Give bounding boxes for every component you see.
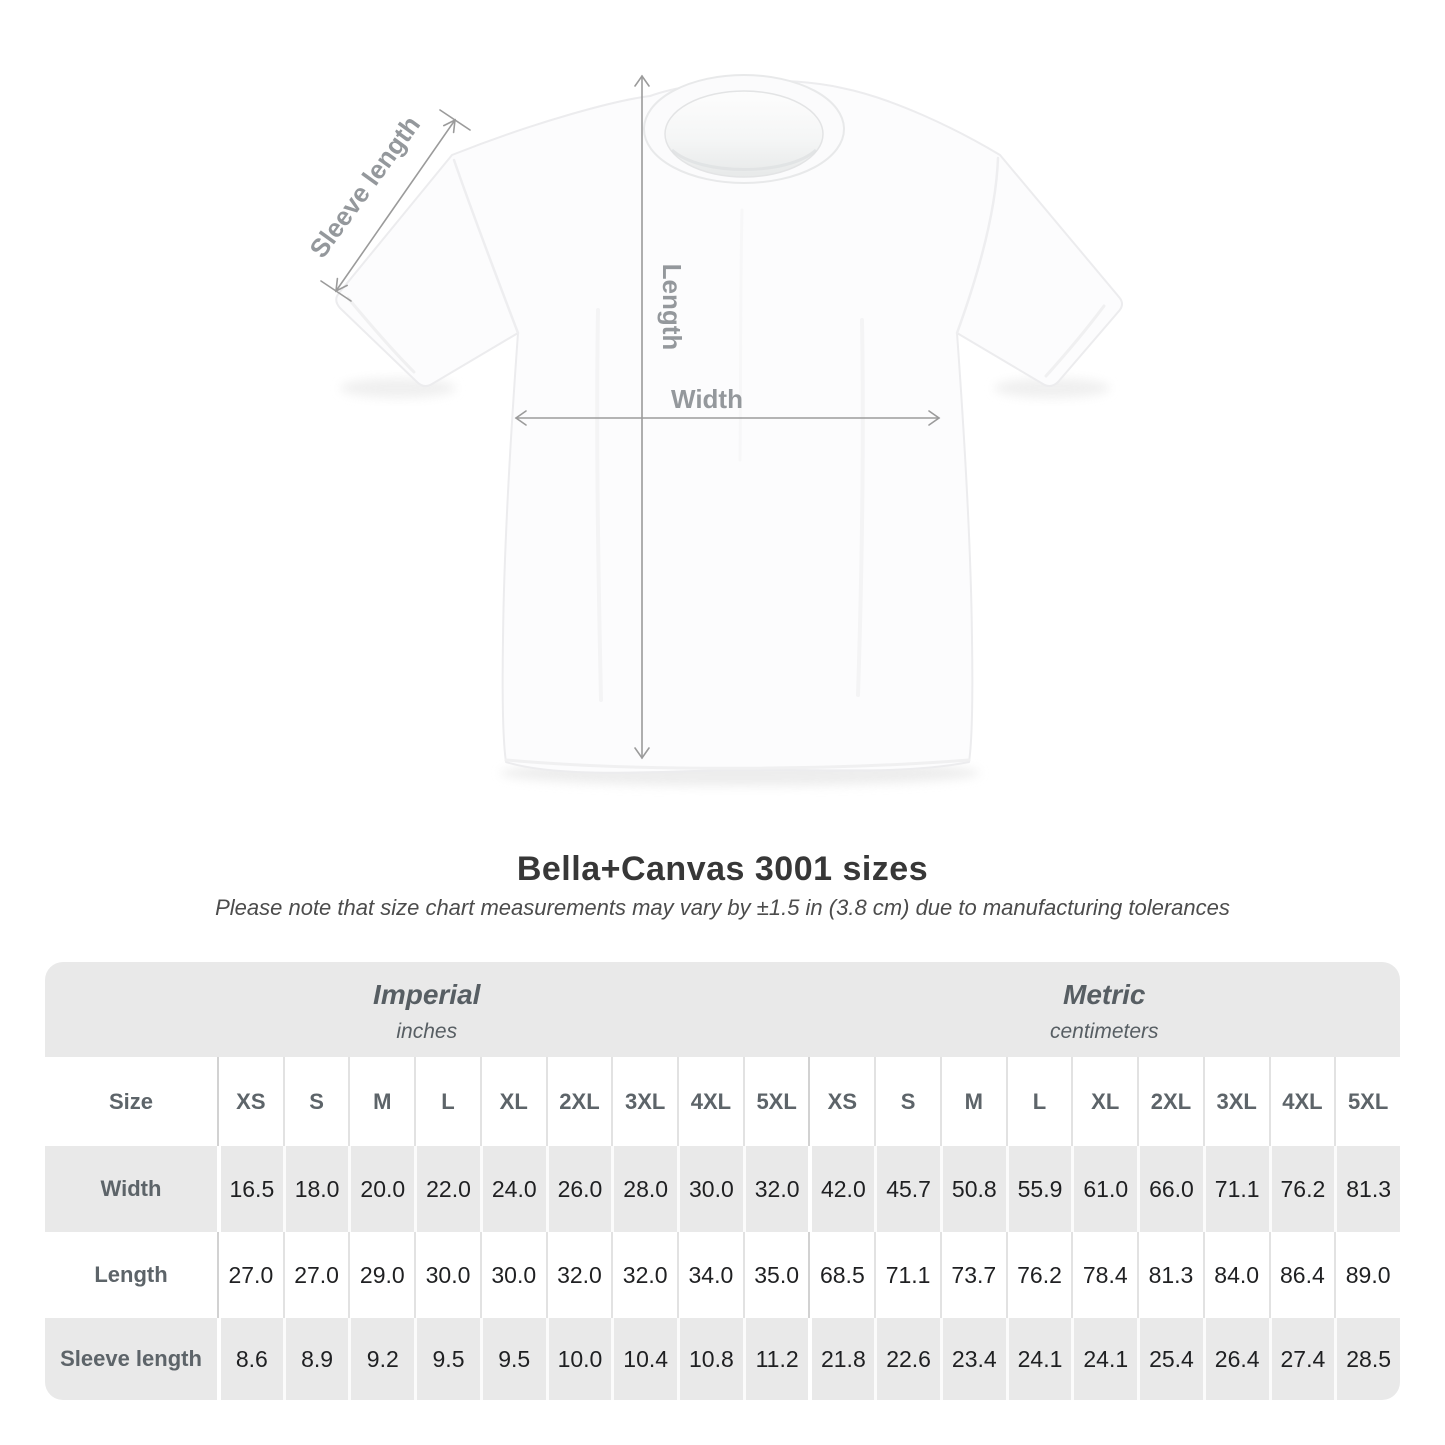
size-header-cell: XS	[217, 1057, 283, 1146]
size-header-cell: 5XL	[1334, 1057, 1400, 1146]
value-cell: 20.0	[348, 1146, 414, 1232]
value-cell: 71.1	[874, 1232, 940, 1318]
value-cell: 71.1	[1202, 1146, 1269, 1232]
value-cell: 10.4	[611, 1318, 677, 1400]
length-arrow	[634, 74, 650, 760]
row-label: Sleeve length	[60, 1346, 202, 1371]
value-cell: 81.3	[1137, 1232, 1203, 1318]
imperial-unit: inches	[396, 1020, 458, 1043]
size-header-cell: S	[282, 1057, 349, 1146]
row-label: Width	[100, 1176, 162, 1201]
value-cell: 27.0	[217, 1232, 283, 1318]
value-cell: 29.0	[348, 1232, 414, 1318]
value-cell: 23.4	[939, 1318, 1006, 1400]
value-cell: 32.0	[611, 1232, 677, 1318]
value-cell: 8.6	[217, 1318, 283, 1400]
imperial-header: Imperial inches	[45, 962, 809, 1057]
row-label: Length	[94, 1262, 168, 1287]
value-cell: 50.8	[939, 1146, 1006, 1232]
sizes-header-row: Size XS S M L XL 2XL 3XL 4XL 5XL XS S M …	[45, 1057, 1400, 1146]
size-header-cell: 3XL	[611, 1057, 677, 1146]
size-header-cell: S	[874, 1057, 940, 1146]
value-cell: 10.0	[545, 1318, 612, 1400]
sleeve-length-arrow	[320, 109, 471, 302]
size-header-cell: XL	[1071, 1057, 1137, 1146]
value-cell: 25.4	[1137, 1318, 1203, 1400]
size-header-cell: 3XL	[1202, 1057, 1269, 1146]
metric-header: Metric centimeters	[809, 962, 1401, 1057]
value-cell: 28.0	[611, 1146, 677, 1232]
value-cell: 73.7	[939, 1232, 1006, 1318]
unit-header-row: Imperial inches Metric centimeters	[45, 962, 1400, 1057]
value-cell: 8.9	[282, 1318, 349, 1400]
metric-unit: centimeters	[1049, 1020, 1159, 1043]
imperial-title: Imperial	[373, 979, 481, 1010]
value-cell: 32.0	[742, 1146, 809, 1232]
value-cell: 61.0	[1071, 1146, 1137, 1232]
value-cell: 24.1	[1005, 1318, 1072, 1400]
value-cell: 30.0	[677, 1146, 743, 1232]
value-cell: 28.5	[1334, 1318, 1400, 1400]
size-header-cell: XS	[808, 1057, 874, 1146]
metric-title: Metric	[1063, 979, 1146, 1010]
value-cell: 84.0	[1202, 1232, 1269, 1318]
size-header-cell: M	[348, 1057, 414, 1146]
value-cell: 30.0	[414, 1232, 480, 1318]
size-header-cell: 4XL	[677, 1057, 743, 1146]
value-cell: 9.5	[479, 1318, 546, 1400]
table-row-sleeve-length: Sleeve length 8.6 8.9 9.2 9.5 9.5 10.0 1…	[45, 1318, 1400, 1400]
size-header-cell: L	[1005, 1057, 1072, 1146]
tshirt-measurement-diagram: Width Length Sleeve length	[303, 74, 1123, 786]
size-header-cell: 4XL	[1268, 1057, 1335, 1146]
collar	[643, 74, 845, 184]
size-column-header: Size	[108, 1088, 154, 1114]
size-header-cell: L	[414, 1057, 480, 1146]
value-cell: 27.4	[1268, 1318, 1335, 1400]
value-cell: 26.4	[1202, 1318, 1269, 1400]
value-cell: 32.0	[545, 1232, 612, 1318]
value-cell: 81.3	[1334, 1146, 1400, 1232]
value-cell: 27.0	[282, 1232, 349, 1318]
value-cell: 22.6	[874, 1318, 940, 1400]
value-cell: 89.0	[1334, 1232, 1400, 1318]
tshirt-image	[335, 74, 1123, 774]
value-cell: 45.7	[874, 1146, 940, 1232]
size-chart-table: Imperial inches Metric centimeters Size …	[45, 962, 1400, 1400]
value-cell: 66.0	[1137, 1146, 1203, 1232]
value-cell: 76.2	[1268, 1146, 1335, 1232]
length-arrow-label: Length	[657, 264, 687, 351]
value-cell: 78.4	[1071, 1232, 1137, 1318]
value-cell: 22.0	[414, 1146, 480, 1232]
value-cell: 68.5	[808, 1232, 874, 1318]
value-cell: 55.9	[1005, 1146, 1072, 1232]
value-cell: 30.0	[479, 1232, 546, 1318]
size-header-cell: 5XL	[742, 1057, 809, 1146]
size-header-cell: 2XL	[545, 1057, 612, 1146]
value-cell: 10.8	[677, 1318, 743, 1400]
value-cell: 18.0	[282, 1146, 349, 1232]
value-cell: 24.1	[1071, 1318, 1137, 1400]
width-arrow-label: Width	[671, 384, 743, 414]
value-cell: 16.5	[217, 1146, 283, 1232]
value-cell: 26.0	[545, 1146, 612, 1232]
value-cell: 9.5	[414, 1318, 480, 1400]
value-cell: 21.8	[808, 1318, 874, 1400]
value-cell: 86.4	[1268, 1232, 1335, 1318]
tolerance-note: Please note that size chart measurements…	[215, 895, 1230, 920]
value-cell: 76.2	[1005, 1232, 1072, 1318]
page-title: Bella+Canvas 3001 sizes	[516, 850, 929, 888]
value-cell: 9.2	[348, 1318, 414, 1400]
table-row-length: Length 27.0 27.0 29.0 30.0 30.0 32.0 32.…	[45, 1232, 1400, 1318]
value-cell: 11.2	[742, 1318, 809, 1400]
table-row-width: Width 16.5 18.0 20.0 22.0 24.0 26.0 28.0…	[45, 1146, 1400, 1232]
value-cell: 35.0	[742, 1232, 809, 1318]
size-header-cell: M	[939, 1057, 1006, 1146]
value-cell: 42.0	[808, 1146, 874, 1232]
value-cell: 24.0	[479, 1146, 546, 1232]
width-arrow	[514, 410, 941, 426]
size-header-cell: 2XL	[1137, 1057, 1203, 1146]
value-cell: 34.0	[677, 1232, 743, 1318]
size-header-cell: XL	[479, 1057, 546, 1146]
